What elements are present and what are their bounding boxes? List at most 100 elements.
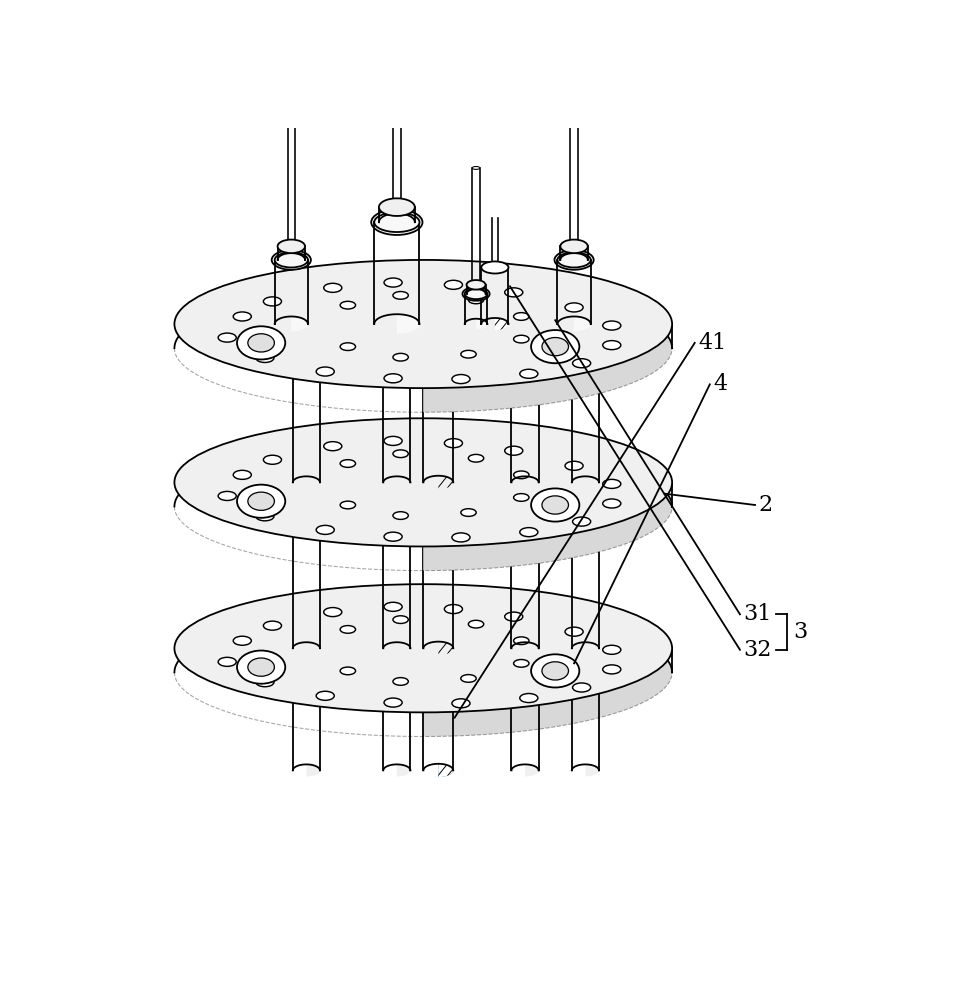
Ellipse shape bbox=[375, 212, 419, 232]
Ellipse shape bbox=[565, 303, 583, 312]
Ellipse shape bbox=[237, 485, 285, 518]
Ellipse shape bbox=[565, 461, 583, 470]
Polygon shape bbox=[306, 500, 320, 654]
Ellipse shape bbox=[505, 288, 523, 297]
Polygon shape bbox=[525, 342, 539, 488]
Polygon shape bbox=[397, 212, 419, 334]
Ellipse shape bbox=[423, 500, 453, 513]
Ellipse shape bbox=[256, 678, 274, 687]
Ellipse shape bbox=[316, 367, 335, 376]
Ellipse shape bbox=[520, 528, 538, 537]
Ellipse shape bbox=[602, 499, 621, 508]
Ellipse shape bbox=[218, 333, 236, 342]
Polygon shape bbox=[439, 662, 453, 777]
Ellipse shape bbox=[514, 335, 529, 343]
Ellipse shape bbox=[482, 261, 509, 273]
Ellipse shape bbox=[174, 584, 672, 712]
Ellipse shape bbox=[565, 627, 583, 636]
Ellipse shape bbox=[461, 675, 476, 682]
Ellipse shape bbox=[274, 252, 307, 267]
Polygon shape bbox=[397, 342, 411, 488]
Ellipse shape bbox=[218, 491, 236, 500]
Ellipse shape bbox=[288, 105, 295, 108]
Ellipse shape bbox=[277, 240, 305, 253]
Ellipse shape bbox=[445, 439, 462, 448]
Ellipse shape bbox=[572, 342, 599, 354]
Ellipse shape bbox=[466, 280, 486, 290]
Ellipse shape bbox=[520, 369, 538, 378]
Polygon shape bbox=[574, 240, 588, 267]
Polygon shape bbox=[397, 198, 414, 231]
Ellipse shape bbox=[465, 289, 487, 299]
Ellipse shape bbox=[393, 25, 401, 28]
Ellipse shape bbox=[520, 694, 538, 703]
Ellipse shape bbox=[572, 663, 599, 675]
Polygon shape bbox=[306, 663, 320, 776]
Ellipse shape bbox=[341, 667, 355, 675]
Ellipse shape bbox=[514, 494, 529, 501]
Polygon shape bbox=[586, 663, 599, 776]
Ellipse shape bbox=[451, 533, 470, 542]
Ellipse shape bbox=[341, 343, 355, 350]
Ellipse shape bbox=[341, 501, 355, 509]
Ellipse shape bbox=[383, 663, 411, 675]
Ellipse shape bbox=[505, 446, 523, 455]
Ellipse shape bbox=[531, 654, 579, 687]
Ellipse shape bbox=[602, 645, 621, 654]
Ellipse shape bbox=[384, 278, 402, 287]
Ellipse shape bbox=[512, 500, 539, 513]
Ellipse shape bbox=[393, 616, 409, 623]
Polygon shape bbox=[439, 342, 453, 489]
Ellipse shape bbox=[451, 699, 470, 708]
Text: 32: 32 bbox=[743, 639, 773, 661]
Polygon shape bbox=[423, 418, 672, 571]
Ellipse shape bbox=[602, 341, 621, 350]
Polygon shape bbox=[291, 240, 305, 267]
Ellipse shape bbox=[237, 651, 285, 684]
Ellipse shape bbox=[234, 312, 251, 321]
Ellipse shape bbox=[248, 334, 274, 352]
Ellipse shape bbox=[423, 662, 453, 675]
Ellipse shape bbox=[174, 418, 672, 546]
Polygon shape bbox=[476, 289, 487, 329]
Ellipse shape bbox=[393, 512, 409, 519]
Text: 41: 41 bbox=[699, 332, 727, 354]
Ellipse shape bbox=[341, 460, 355, 467]
Ellipse shape bbox=[218, 657, 236, 666]
Polygon shape bbox=[476, 280, 486, 299]
Ellipse shape bbox=[316, 525, 335, 534]
Ellipse shape bbox=[558, 252, 591, 267]
Ellipse shape bbox=[462, 287, 489, 301]
Text: 31: 31 bbox=[743, 603, 773, 625]
Ellipse shape bbox=[384, 374, 402, 383]
Ellipse shape bbox=[514, 313, 529, 320]
Polygon shape bbox=[495, 261, 509, 330]
Ellipse shape bbox=[384, 698, 402, 707]
Ellipse shape bbox=[451, 375, 470, 384]
Ellipse shape bbox=[293, 500, 320, 513]
Ellipse shape bbox=[384, 602, 402, 611]
Ellipse shape bbox=[293, 663, 320, 675]
Ellipse shape bbox=[264, 297, 281, 306]
Ellipse shape bbox=[271, 250, 311, 270]
Ellipse shape bbox=[514, 660, 529, 667]
Polygon shape bbox=[291, 252, 307, 332]
Ellipse shape bbox=[256, 353, 274, 362]
Polygon shape bbox=[495, 261, 509, 330]
Polygon shape bbox=[574, 252, 591, 332]
Ellipse shape bbox=[293, 342, 320, 354]
Ellipse shape bbox=[468, 454, 484, 462]
Ellipse shape bbox=[572, 683, 591, 692]
Ellipse shape bbox=[542, 662, 568, 680]
Ellipse shape bbox=[234, 470, 251, 479]
Ellipse shape bbox=[514, 637, 529, 645]
Ellipse shape bbox=[512, 663, 539, 675]
Ellipse shape bbox=[572, 359, 591, 368]
Ellipse shape bbox=[393, 678, 409, 685]
Ellipse shape bbox=[393, 353, 409, 361]
Ellipse shape bbox=[560, 240, 588, 253]
Polygon shape bbox=[397, 500, 411, 654]
Text: 4: 4 bbox=[713, 373, 728, 395]
Ellipse shape bbox=[602, 665, 621, 674]
Ellipse shape bbox=[248, 658, 274, 676]
